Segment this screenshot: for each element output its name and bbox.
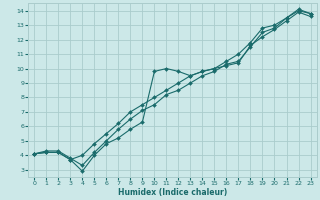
X-axis label: Humidex (Indice chaleur): Humidex (Indice chaleur) [118, 188, 227, 197]
